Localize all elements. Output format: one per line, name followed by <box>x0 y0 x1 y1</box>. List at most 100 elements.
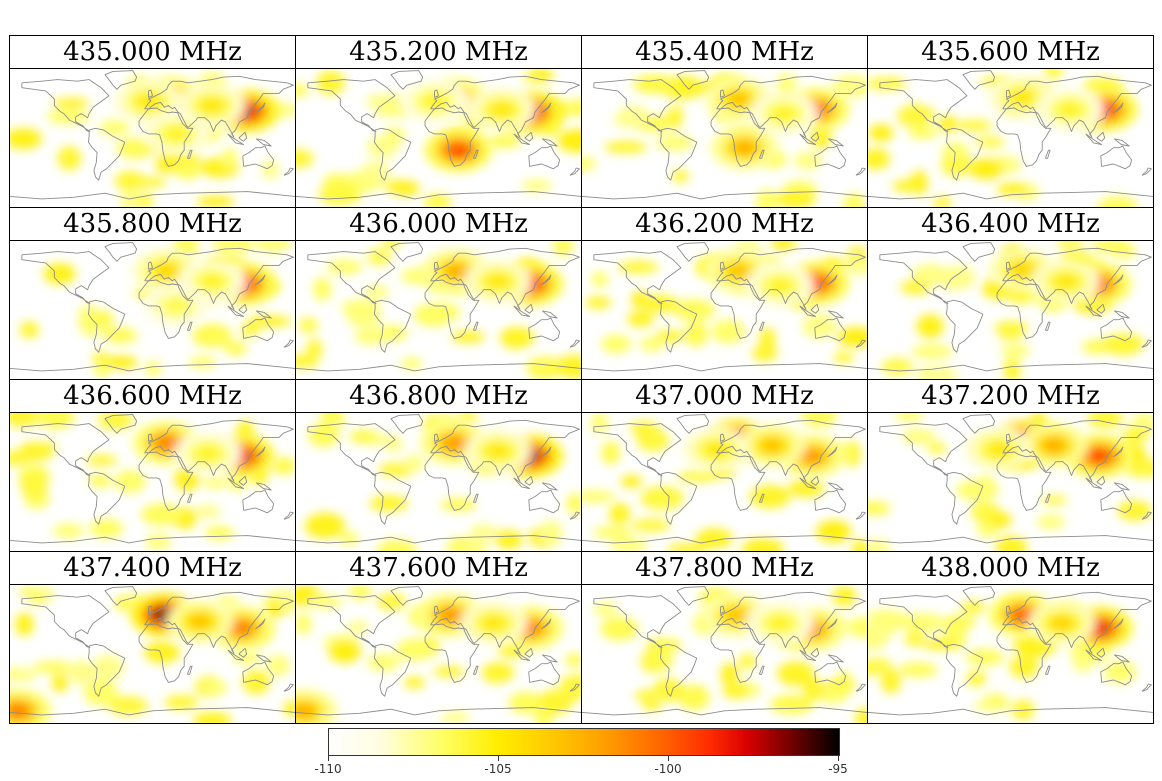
hotspot <box>486 443 510 459</box>
coastline <box>430 247 580 310</box>
noise-blob <box>192 711 232 723</box>
hotspot <box>760 437 784 454</box>
coastline <box>255 482 272 491</box>
coastline <box>659 299 698 353</box>
noise-blob <box>423 193 452 207</box>
noise-blob <box>458 413 479 423</box>
hotspot <box>1042 437 1066 454</box>
hotspots <box>704 249 850 308</box>
coastline <box>1113 482 1130 491</box>
coastline <box>1006 433 1011 442</box>
map-panel: 436.800 MHz <box>295 379 582 552</box>
coastline <box>868 363 1153 372</box>
noise-blob <box>304 512 346 539</box>
map-panel: 435.600 MHz <box>867 35 1154 208</box>
noise-blob <box>10 413 40 428</box>
coastline <box>87 643 126 697</box>
coastline <box>528 317 561 342</box>
coastline <box>373 471 412 525</box>
coastline <box>945 643 984 697</box>
hotspot <box>438 607 463 623</box>
coastline <box>283 339 294 348</box>
noise-blob <box>711 319 746 344</box>
coastline <box>676 414 710 434</box>
coastlines <box>868 70 1153 200</box>
noise-blob <box>639 336 665 352</box>
noise-blob <box>360 161 391 181</box>
coastline <box>255 138 272 147</box>
coastline <box>524 647 534 658</box>
noise-blob <box>283 700 295 717</box>
coastline <box>1002 591 1152 654</box>
noise-blob <box>751 346 778 362</box>
noise-blob <box>642 294 679 314</box>
noise-blob <box>678 684 710 711</box>
world-map <box>582 69 867 207</box>
hotspot <box>490 101 514 118</box>
coastline <box>283 167 294 176</box>
coastline <box>810 475 820 486</box>
coastline <box>716 591 866 654</box>
coastline <box>148 605 153 614</box>
coastline <box>593 251 682 304</box>
world-map <box>868 241 1153 379</box>
hotspot <box>726 91 751 107</box>
noise-blob <box>19 321 39 339</box>
coastlines <box>10 70 295 200</box>
panel-frequency-label: 437.600 MHz <box>296 552 581 585</box>
coastline <box>296 363 581 372</box>
hotspot <box>768 277 792 294</box>
coastline <box>242 317 275 342</box>
coastline <box>104 586 138 606</box>
colorbar-tick <box>668 756 669 761</box>
map-panel: 435.400 MHz <box>581 35 868 208</box>
noise-blob <box>348 585 372 601</box>
noise-blob <box>672 169 689 183</box>
noise-blob <box>212 241 255 255</box>
coastline <box>148 89 153 98</box>
coastline <box>21 423 110 476</box>
map-panel: 436.400 MHz <box>867 207 1154 380</box>
noise-blob <box>832 585 857 607</box>
map-panel: 436.200 MHz <box>581 207 868 380</box>
noise-blob <box>1009 655 1039 679</box>
coastline <box>424 107 480 167</box>
noise-blob <box>133 192 154 207</box>
noise-blob <box>652 678 684 703</box>
hotspots <box>422 249 564 306</box>
coastline <box>569 511 580 520</box>
noise-blob <box>221 147 238 168</box>
coastline <box>373 643 412 697</box>
noise-blob <box>616 105 651 129</box>
noise-blob <box>892 179 924 193</box>
noise-blob <box>196 196 235 207</box>
panel-frequency-label: 436.400 MHz <box>868 208 1153 241</box>
world-map <box>296 413 581 551</box>
coastline <box>524 303 534 314</box>
coastlines <box>10 586 295 716</box>
colorbar-tick-label: -100 <box>654 762 682 776</box>
map-row: 435.800 MHz 436.000 MHz 436.200 MHz 436.400… <box>9 207 1154 380</box>
noise-blob <box>974 700 1005 712</box>
coastline <box>1085 477 1103 489</box>
noise-blob <box>836 327 867 347</box>
colorbar-tick-label: -105 <box>484 762 512 776</box>
coastline <box>1085 133 1103 145</box>
coastline <box>720 605 725 614</box>
hotspot <box>446 142 471 158</box>
coastline <box>524 131 534 142</box>
coastline <box>138 623 194 683</box>
noise-blob <box>499 327 535 349</box>
colorbar-tick <box>328 756 329 761</box>
coastline <box>283 683 294 692</box>
coastline <box>827 446 838 458</box>
noise-blob <box>633 74 677 94</box>
hotspot <box>188 613 212 630</box>
noise-blob <box>389 180 420 197</box>
coastline <box>827 102 838 114</box>
noise-blob <box>600 334 632 354</box>
coastlines <box>582 70 867 200</box>
noise-blob <box>770 694 814 715</box>
noise-blob <box>617 260 659 274</box>
coastline <box>104 70 138 90</box>
